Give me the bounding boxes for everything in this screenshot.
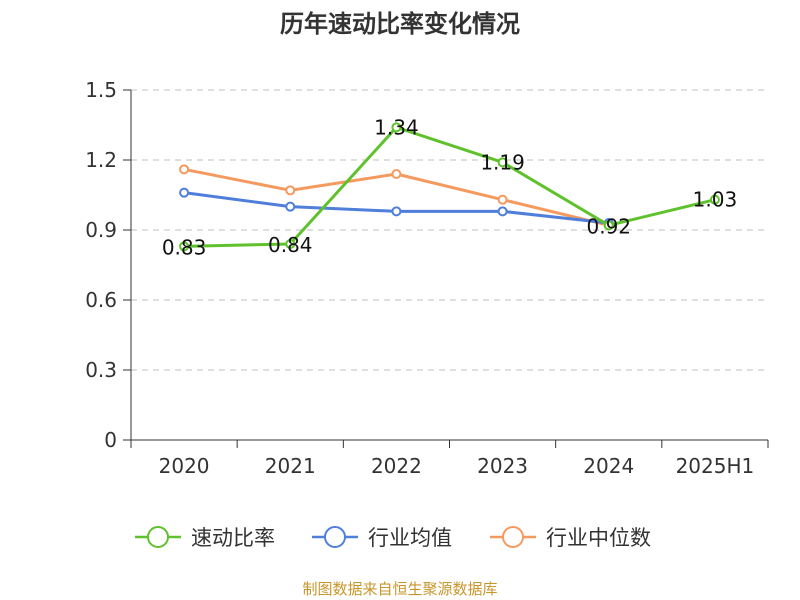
data-point [179,187,190,198]
data-point [285,201,296,212]
data-label: 1.34 [374,115,419,139]
data-point [391,122,402,133]
data-label: 0.83 [162,235,207,259]
legend-marker-icon [324,526,346,548]
legend-label: 速动比率 [191,526,275,550]
axes: 0 0.3 0.6 0.9 1.2 1.5 2020 2021 2022 2023 2024 2025… [85,78,769,478]
legend: 速动比率 行业均值 行业中位数 [135,526,651,550]
grid-lines [131,89,768,371]
legend-label: 行业均值 [368,526,452,550]
data-label: 1.03 [693,188,738,212]
data-point [391,169,402,179]
series-2 [179,164,614,231]
data-point [497,157,508,168]
x-tick-label: 2023 [477,454,528,478]
data-point [709,194,720,205]
data-point [285,185,296,196]
y-tick-label: 0.6 [85,288,117,312]
legend-label: 行业中位数 [546,526,651,550]
x-tick-label: 2024 [583,454,634,478]
x-tick-label: 2022 [371,454,422,478]
series-1 [179,187,614,228]
legend-marker-icon [502,526,524,548]
data-point [603,220,614,231]
data-point [391,206,402,217]
series-0 [179,122,720,252]
legend-marker-icon [147,526,169,548]
data-point [497,206,508,217]
y-tick-label: 0.9 [85,218,117,242]
series-line [182,125,717,248]
data-point [497,194,508,205]
source-note: 制图数据来自恒生聚源数据库 [302,580,497,598]
legend-item[interactable]: 速动比率 [135,526,275,550]
data-point [179,241,190,252]
x-tick-label: 2021 [265,454,316,478]
data-label: 1.19 [480,150,525,174]
data-labels: 0.83 0.84 1.34 1.19 0.92 1.03 [162,115,737,259]
data-label: 0.92 [586,214,631,238]
legend-item[interactable]: 行业中位数 [490,526,651,550]
x-tick-label: 2020 [159,454,210,478]
y-tick-label: 0.3 [85,358,117,382]
data-label: 0.84 [268,233,313,257]
y-tick-label: 1.2 [85,148,117,172]
x-tick-label: 2025H1 [676,454,755,478]
chart-title: 历年速动比率变化情况 [280,10,520,38]
legend-item[interactable]: 行业均值 [312,526,452,550]
y-tick-label: 1.5 [85,78,117,102]
y-tick-label: 0 [104,428,117,452]
series-lines [179,122,720,252]
data-point [179,164,190,175]
data-point [285,239,296,249]
